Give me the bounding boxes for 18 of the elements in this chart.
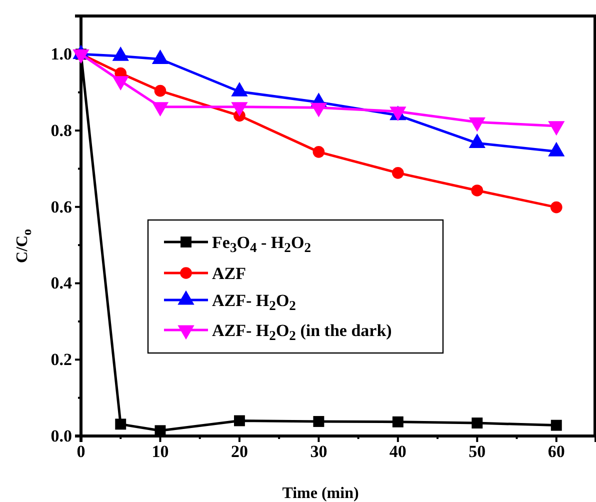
x-tick-label: 30 <box>310 442 328 462</box>
x-tick-label: 20 <box>230 442 248 462</box>
y-tick-label: 0.8 <box>50 120 72 140</box>
x-tick-label: 60 <box>548 442 565 462</box>
legend-label: AZF <box>212 264 246 283</box>
x-tick-label: 10 <box>152 442 169 462</box>
x-tick-label: 50 <box>468 442 486 462</box>
legend-label: AZF- H$_{2}$O$_{2}$ (in the dark) <box>212 321 392 344</box>
legend-label: Fe$_{3}$O$_{4}$ - H$_{2}$O$_{2}$ <box>212 233 312 256</box>
legend-label: AZF- H$_{2}$O$_{2}$ <box>212 291 296 314</box>
y-tick-label: 1.0 <box>50 44 72 64</box>
x-tick-label: 0 <box>76 442 86 462</box>
x-tick-label: 40 <box>389 442 406 462</box>
x-axis-title: Time (min) <box>282 485 359 502</box>
y-tick-label: 0.0 <box>50 426 72 446</box>
y-tick-label: 0.6 <box>50 197 72 216</box>
y-tick-label: 0.4 <box>50 274 72 293</box>
y-tick-label: 0.2 <box>50 350 72 370</box>
